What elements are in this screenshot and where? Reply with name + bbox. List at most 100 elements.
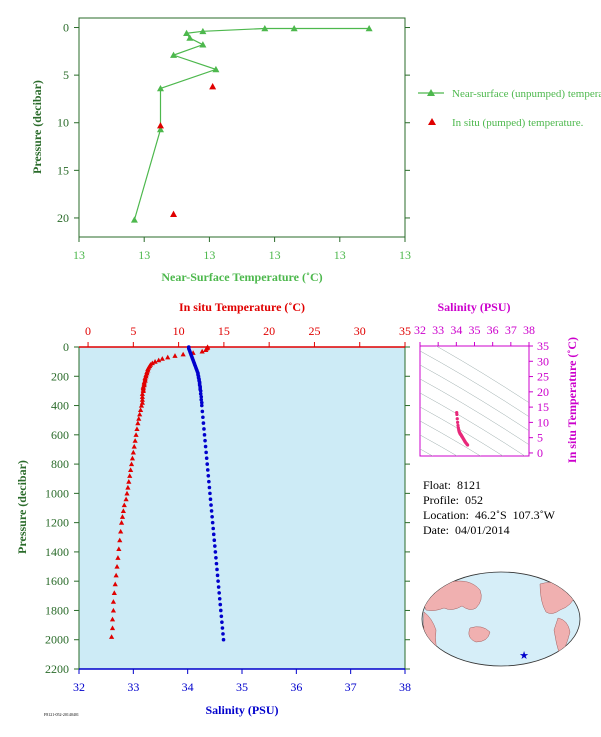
profile-id: Profile: 052	[423, 493, 483, 507]
salinity-point	[216, 579, 220, 583]
density-contour	[420, 392, 526, 456]
temperature-tick-label: 0	[85, 324, 91, 338]
near-surface-x-tick-label: 13	[203, 248, 215, 262]
salinity-point	[217, 591, 221, 595]
ts-x-tick-label: 35	[469, 323, 481, 337]
temperature-point	[109, 625, 116, 631]
near-surface-x-axis: 13 13 13 13 13 13	[73, 237, 411, 262]
ts-y-tick-label: 25	[537, 370, 549, 384]
salinity-point	[213, 550, 218, 554]
salinity-point	[220, 620, 224, 624]
temperature-tick-label: 25	[308, 324, 320, 338]
salinity-point	[198, 392, 203, 396]
density-contour	[420, 420, 482, 456]
profile-axes: 32 33 34 35 36 37 38 0 5 10 15 20 25 30 35 0 200 400 600 80…	[45, 324, 411, 694]
profile-plot-area	[78, 346, 406, 670]
near-surface-y-axis: 0 5 10 15 20	[57, 21, 410, 225]
temperature-point	[139, 391, 145, 396]
land-australia	[468, 626, 491, 643]
pressure-tick-label: 600	[51, 428, 69, 442]
pressure-tick-label: 1800	[45, 603, 69, 617]
salinity-point	[219, 614, 224, 619]
near-surface-x-tick-label: 13	[73, 248, 85, 262]
ts-plot-area	[419, 345, 530, 457]
salinity-point	[212, 538, 217, 542]
temperature-point	[127, 473, 133, 478]
near-surface-y-tick-label: 10	[57, 116, 69, 130]
temperature-point	[129, 455, 136, 461]
near-surface-y-label: Pressure (decibar)	[30, 80, 44, 174]
near-surface-unpumped-point	[157, 84, 164, 92]
ts-x-tick-label: 37	[505, 323, 517, 337]
ts-y-tick-label: 20	[537, 385, 549, 399]
salinity-point	[210, 520, 215, 525]
ts-point	[465, 443, 470, 447]
near-surface-unpumped-point	[199, 41, 207, 48]
salinity-point	[199, 394, 204, 399]
pressure-tick-label: 0	[63, 340, 69, 354]
temperature-point	[134, 426, 140, 432]
ts-point	[455, 412, 459, 417]
salinity-tick-label: 36	[290, 680, 302, 694]
ts-point	[456, 420, 460, 424]
temperature-point	[138, 402, 145, 408]
near-surface-plot-area	[78, 17, 406, 238]
float-info: Float: 8121 Profile: 052 Location: 46.2˚…	[423, 478, 555, 538]
temperature-point	[125, 484, 131, 490]
pressure-tick-label: 200	[51, 369, 69, 383]
salinity-point	[206, 474, 211, 478]
salinity-point	[218, 602, 223, 607]
pressure-tick-label: 1600	[45, 574, 69, 588]
near-surface-unpumped-point	[170, 51, 178, 58]
near-surface-x-tick-label: 13	[269, 248, 281, 262]
near-surface-unpumped-point	[186, 34, 194, 41]
density-contour	[420, 364, 529, 432]
near-surface-pumped-point	[157, 122, 164, 129]
salinity-point	[205, 462, 210, 466]
temperature-point	[117, 537, 123, 543]
near-surface-unpumped-point	[365, 24, 373, 32]
temperature-point	[118, 528, 124, 534]
temperature-point	[110, 599, 117, 604]
float-location: Location: 46.2˚S 107.3˚W	[423, 508, 555, 522]
near-surface-unpumped-point	[212, 65, 220, 73]
temperature-point	[180, 351, 186, 357]
temperature-point	[120, 508, 126, 514]
salinity-point	[204, 456, 209, 461]
salinity-point	[217, 596, 222, 601]
ts-x-label: Salinity (PSU)	[437, 300, 510, 314]
salinity-point	[203, 444, 208, 449]
temperature-point	[137, 407, 144, 413]
salinity-point	[210, 514, 214, 519]
pressure-tick-label: 400	[51, 399, 69, 413]
temperature-point	[113, 572, 119, 578]
ts-x-tick-label: 32	[414, 323, 426, 337]
near-surface-x-tick-label: 13	[399, 248, 411, 262]
density-contour	[420, 406, 504, 456]
salinity-point	[215, 567, 219, 572]
salinity-tick-label: 32	[73, 680, 85, 694]
temperature-point	[172, 353, 178, 358]
near-surface-x-tick-label: 13	[138, 248, 150, 262]
salinity-point	[211, 532, 216, 537]
temperature-point	[116, 546, 122, 552]
pressure-tick-label: 1200	[45, 516, 69, 530]
float-date: Date: 04/01/2014	[423, 523, 510, 537]
temperature-point	[133, 432, 139, 437]
near-surface-unpumped-point	[290, 24, 298, 32]
temperature-point	[130, 449, 136, 455]
ts-y-tick-label: 0	[537, 446, 543, 460]
salinity-point	[214, 555, 218, 560]
temperature-profile-series	[109, 344, 211, 639]
temperature-point	[135, 420, 141, 426]
salinity-point	[214, 561, 219, 566]
temperature-point	[118, 520, 125, 525]
salinity-point	[207, 479, 211, 484]
salinity-point	[213, 544, 217, 548]
temperature-point	[126, 479, 132, 484]
temperature-point	[112, 581, 118, 587]
ts-x-tick-label: 34	[450, 323, 462, 337]
temperature-tick-label: 20	[263, 324, 275, 338]
